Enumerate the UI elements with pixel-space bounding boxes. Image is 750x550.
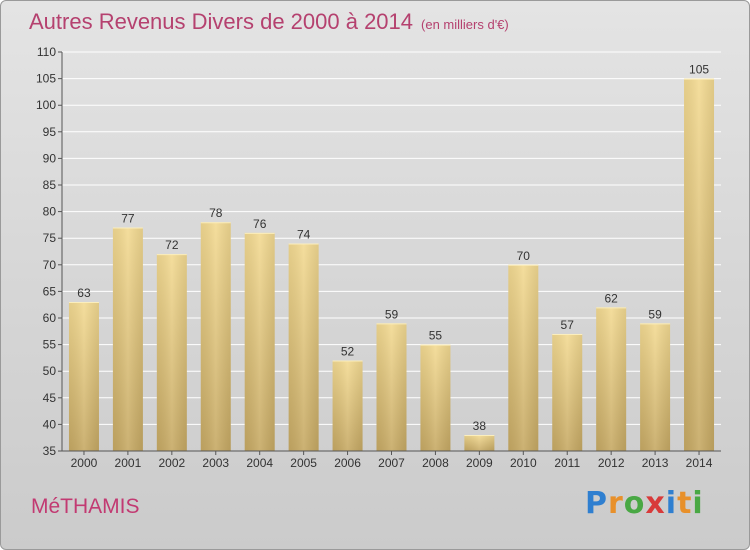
data-label: 74: [297, 228, 311, 242]
x-tick-label: 2004: [246, 456, 273, 470]
y-tick-label: 45: [43, 391, 57, 405]
bar-shade: [420, 344, 451, 451]
y-tick-label: 85: [43, 178, 57, 192]
x-tick-label: 2005: [290, 456, 317, 470]
bar-shade: [376, 323, 407, 451]
logo-letter: i: [692, 486, 704, 521]
data-label: 62: [604, 291, 618, 305]
x-tick-label: 2003: [202, 456, 229, 470]
x-tick-label: 2013: [642, 456, 669, 470]
y-tick-label: 90: [43, 151, 57, 165]
y-tick-label: 110: [37, 45, 56, 59]
bar-shade: [508, 264, 539, 451]
data-label: 38: [473, 419, 487, 433]
logo-letter: o: [623, 486, 646, 521]
chart-unit-note: (en milliers d'€): [421, 17, 509, 32]
bar-shade: [640, 323, 671, 451]
x-tick-label: 2011: [554, 456, 580, 470]
data-label: 77: [121, 212, 135, 226]
bar-shade: [288, 243, 319, 451]
bar-shade: [464, 435, 495, 451]
y-tick-label: 55: [43, 338, 57, 352]
y-tick-label: 35: [43, 444, 57, 458]
data-label: 59: [385, 307, 399, 321]
logo-letter: t: [677, 486, 693, 521]
y-tick-label: 50: [43, 364, 57, 378]
data-label: 55: [429, 329, 443, 343]
y-tick-label: 60: [43, 311, 57, 325]
data-label: 76: [253, 217, 267, 231]
y-tick-label: 95: [43, 125, 57, 139]
y-tick-label: 65: [43, 284, 57, 298]
bar-shade: [200, 222, 231, 451]
commune-name: MéTHAMIS: [31, 495, 140, 518]
x-tick-label: 2001: [115, 456, 142, 470]
y-tick-label: 75: [43, 231, 57, 245]
data-label: 52: [341, 345, 355, 359]
bar-shade: [552, 333, 583, 451]
data-label: 70: [517, 249, 531, 263]
data-label: 63: [77, 286, 91, 300]
bar-shade: [684, 78, 715, 451]
y-tick-label: 80: [43, 205, 57, 219]
bar-shade: [112, 227, 143, 451]
x-tick-label: 2007: [378, 456, 405, 470]
logo-letter: i: [665, 486, 678, 521]
bar-shade: [332, 360, 363, 451]
bar-shade: [596, 307, 627, 451]
proxiti-logo: Proxiti: [585, 486, 704, 521]
logo-letter: P: [585, 486, 608, 521]
logo-letter: x: [645, 486, 666, 521]
x-tick-label: 2014: [686, 456, 713, 470]
y-tick-label: 100: [36, 98, 56, 112]
y-tick-label: 105: [36, 72, 56, 86]
chart-title: Autres Revenus Divers de 2000 à 2014 (en …: [29, 9, 509, 35]
x-tick-label: 2009: [466, 456, 493, 470]
bar-shade: [68, 302, 99, 451]
x-tick-label: 2006: [334, 456, 361, 470]
data-label: 78: [209, 206, 223, 220]
data-label: 72: [165, 238, 179, 252]
chart-title-text: Autres Revenus Divers de 2000 à 2014: [29, 9, 414, 34]
x-tick-label: 2008: [422, 456, 449, 470]
bar-shade: [244, 232, 275, 451]
x-tick-label: 2012: [598, 456, 625, 470]
x-tick-label: 2010: [510, 456, 537, 470]
data-label: 57: [561, 318, 575, 332]
y-tick-label: 40: [43, 417, 57, 431]
y-tick-label: 70: [43, 258, 57, 272]
bar-shade: [156, 254, 187, 451]
x-tick-label: 2002: [158, 456, 185, 470]
data-label: 59: [648, 307, 662, 321]
data-label: 105: [689, 63, 709, 77]
x-tick-label: 2000: [71, 456, 98, 470]
logo-letter: r: [608, 486, 624, 521]
